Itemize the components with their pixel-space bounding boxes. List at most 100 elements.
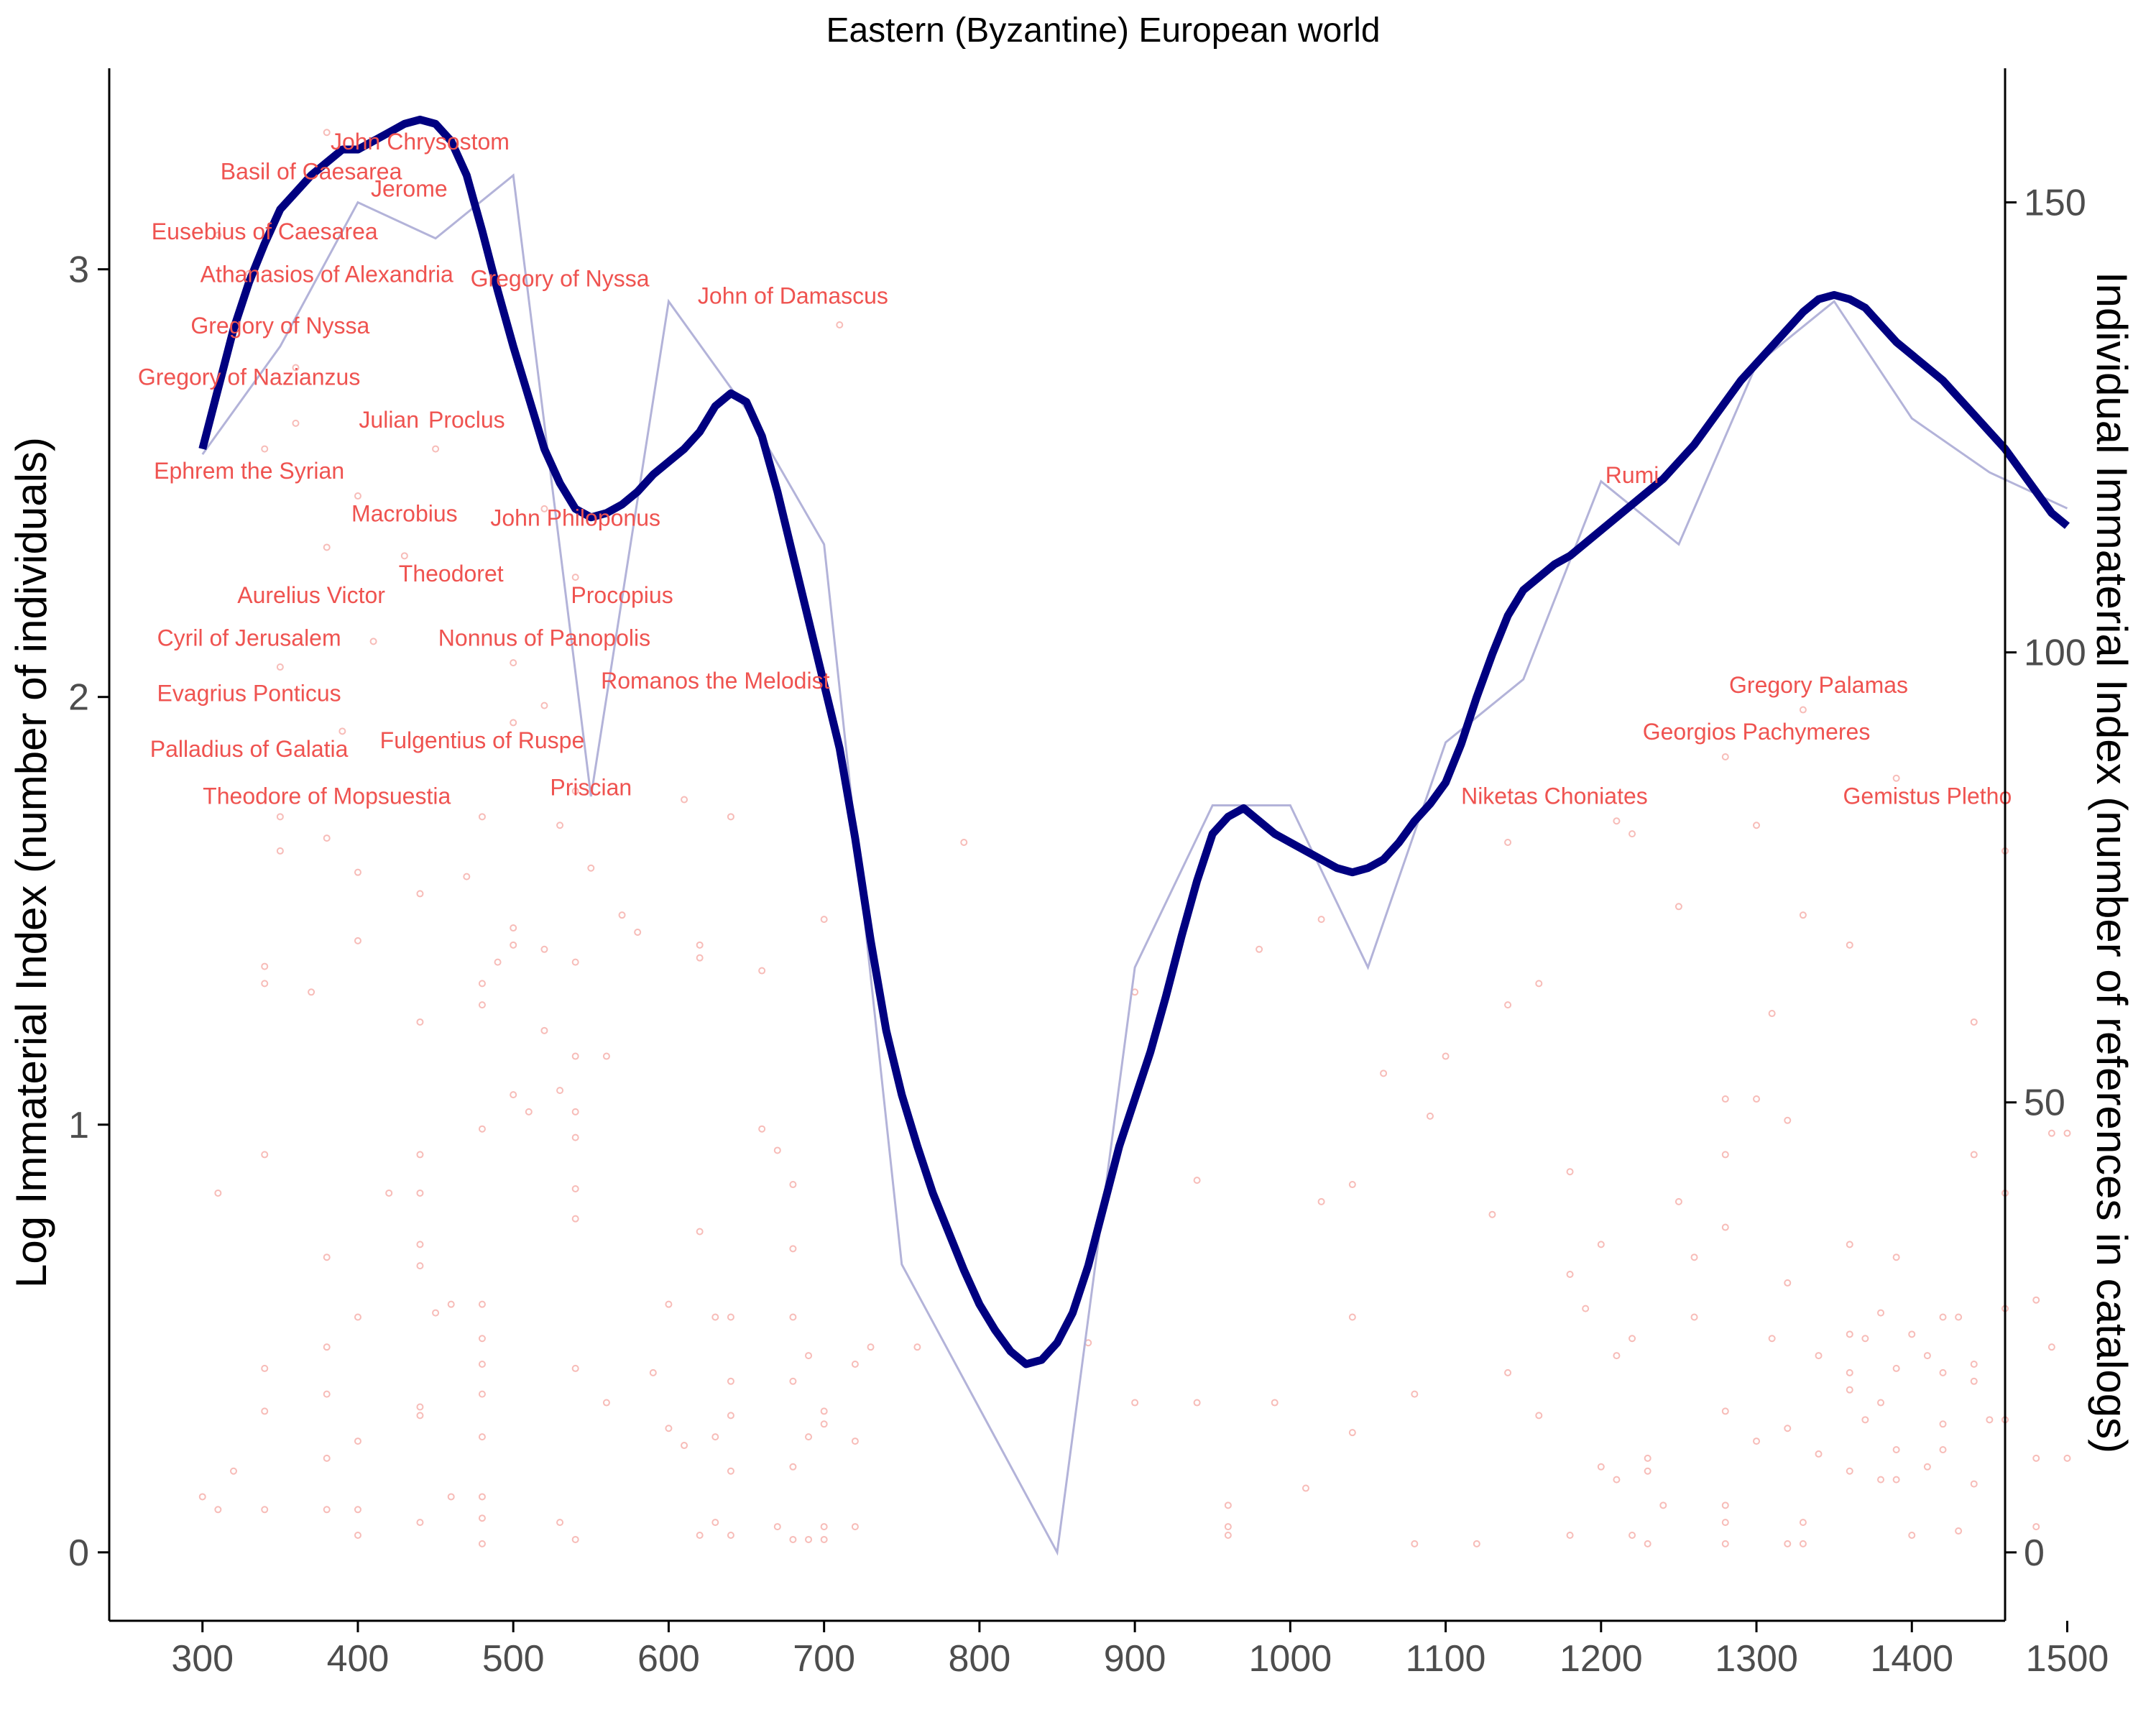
y2-tick-label: 150 [2024,183,2086,224]
individual-point [1846,1467,1853,1475]
individual-point [338,727,346,735]
individual-point [1892,1445,1900,1453]
individual-point [1721,1407,1729,1415]
individual-name-label: Macrobius [351,501,458,527]
individual-point [510,924,517,932]
individual-point [1892,1476,1900,1484]
x-tick-label: 1000 [1249,1638,1332,1680]
individual-point [556,1087,564,1095]
individual-point [494,958,502,966]
individual-point [416,1018,424,1026]
individual-point [1566,1271,1574,1279]
individual-point [1721,1151,1729,1159]
individual-point [2032,1523,2040,1531]
individual-point [1224,1531,1232,1539]
individual-point [665,1300,673,1308]
individual-point [1846,1386,1853,1394]
individual-point [478,1300,486,1308]
individual-name-label: John Chrysostom [331,129,510,155]
individual-point [478,1125,486,1133]
individual-point [1193,1177,1201,1184]
individual-point [681,1442,688,1450]
individual-point [1628,1531,1636,1539]
individual-point [1939,1420,1947,1428]
individual-point [510,941,517,949]
individual-point [1986,1416,1994,1424]
individual-point [1348,1313,1356,1321]
individual-point [867,1343,875,1351]
individual-point [1908,1330,1916,1338]
individual-point [214,1506,222,1514]
individual-point [540,702,548,709]
individual-point [789,1463,797,1471]
individual-point [618,911,626,919]
individual-point [1566,1531,1574,1539]
individual-point [1784,1279,1792,1287]
individual-point [1846,1368,1853,1376]
individual-name-label: Cyril of Jerusalem [157,625,341,650]
individual-point [1674,1197,1682,1205]
y-tick-label: 0 [68,1532,89,1574]
individual-point [540,945,548,953]
individual-point [1784,1116,1792,1124]
individual-point [1970,1360,1978,1368]
individual-point [478,1335,486,1343]
individual-point [1768,1335,1776,1343]
individual-name-label: Theodoret [399,561,504,586]
individual-point [1224,1523,1232,1531]
individual-point [416,1189,424,1197]
individual-point [727,1377,734,1385]
individual-point [696,954,704,962]
individual-point [587,864,595,872]
individual-point [447,1300,455,1308]
individual-name-label: Romanos the Melodist [601,668,829,694]
raw-index-line [201,173,2068,1556]
individual-point [789,1377,797,1385]
individual-point [1846,941,1853,949]
x-tick-label: 1300 [1715,1638,1798,1680]
individual-point [261,1506,269,1514]
individual-point [1256,945,1263,953]
individual-point [214,1189,222,1197]
individual-name-label: Athanasios of Alexandria [201,262,453,288]
individual-point [1597,1463,1605,1471]
individual-point [805,1535,813,1543]
individual-point [1535,1412,1543,1420]
individual-point [478,1540,486,1547]
individual-point [1846,1241,1853,1248]
individual-point [540,505,548,512]
individual-point [416,1241,424,1248]
individual-point [354,1531,361,1539]
individual-point [1690,1313,1698,1321]
individual-point [1659,1501,1667,1509]
individual-name-label: John of Damascus [698,282,888,308]
individual-point [354,1506,361,1514]
individual-point [432,1309,440,1317]
x-tick-label: 300 [171,1638,234,1680]
individual-point [1131,1399,1139,1407]
individual-point [276,663,284,671]
individual-point [727,1313,734,1321]
individual-point [758,967,766,975]
individual-point [323,1506,331,1514]
individual-point [1690,1254,1698,1261]
individual-point [432,445,440,453]
individual-point [261,980,269,988]
individual-point [416,1519,424,1527]
individual-point [1271,1399,1279,1407]
individual-point [1877,1309,1885,1317]
x-tick-label: 800 [949,1638,1011,1680]
individual-name-label: John Philoponus [490,505,660,531]
individual-point [1224,1501,1232,1509]
individual-point [261,445,269,453]
y-axis-title: Log Immaterial Index (number of individu… [7,437,55,1288]
individual-point [789,1313,797,1321]
individual-point [1753,1438,1761,1445]
individual-point [261,1407,269,1415]
individual-point [2047,1129,2055,1137]
x-tick-label: 1500 [2026,1638,2109,1680]
individual-point [1613,1352,1621,1360]
individual-point [276,847,284,855]
individual-point [1955,1313,1963,1321]
individual-point [292,419,300,427]
